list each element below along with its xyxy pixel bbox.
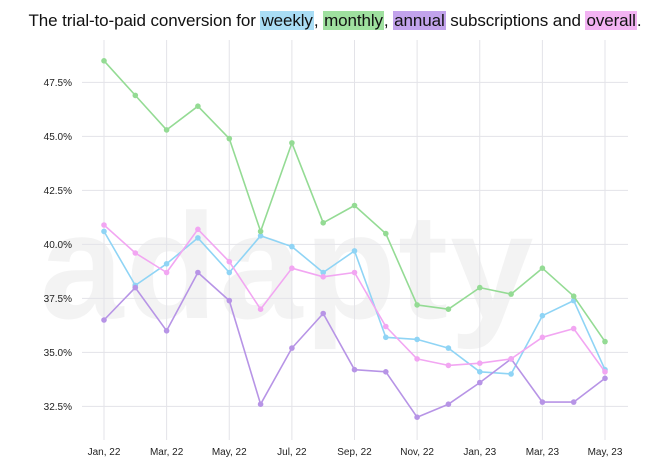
x-tick-label: Mar, 23 [526,447,560,458]
series-monthly [101,58,608,345]
overall-point [414,356,420,362]
weekly-point [226,269,233,276]
overall-point [132,250,139,256]
annual-point [101,317,107,323]
annual-point [539,399,546,405]
weekly-point [101,228,107,235]
monthly-point [195,103,201,109]
y-tick-label: 40.0% [44,240,72,251]
x-tick-label: Jul, 22 [277,447,307,458]
overall-point [602,369,608,375]
weekly-point [257,233,264,239]
title-monthly-highlight: monthly [323,11,384,30]
monthly-point [602,338,608,345]
monthly-point [132,92,139,99]
series-overall [101,222,608,375]
overall-point [351,269,358,276]
monthly-point [383,230,389,237]
overall-point [195,226,201,233]
overall-point [445,362,452,369]
annual-point [289,345,295,351]
overall-point [570,325,577,332]
overall-point [383,323,389,330]
annual-point [163,328,170,334]
y-tick-label: 42.5% [44,186,72,197]
title-sep2: , [383,11,394,30]
overall-point [508,356,514,362]
x-tick-label: Jan, 23 [463,447,496,458]
y-tick-label: 37.5% [44,294,72,305]
weekly-point [539,312,546,319]
weekly-point [289,243,295,250]
overall-point [539,334,546,341]
grid-lines [82,40,628,440]
overall-point [226,258,233,265]
monthly-point [570,293,577,300]
x-tick-label: Nov, 22 [400,447,434,458]
title-mid: subscriptions and [445,11,586,30]
x-tick-label: May, 23 [588,447,623,458]
monthly-point [257,228,264,235]
y-tick-label: 35.0% [44,348,72,359]
annual-point [602,375,608,382]
overall-point [477,360,483,367]
weekly-point [477,369,483,375]
overall-point [289,265,295,272]
y-tick-label: 47.5% [44,78,72,89]
y-axis: 32.5% 35.0% 37.5% 40.0% 42.5% 45.0% 47.5% [44,78,72,413]
monthly-point [445,306,452,313]
overall-point [320,274,327,280]
monthly-point [101,58,107,64]
weekly-point [351,248,358,254]
monthly-point [320,220,327,226]
annual-point [257,401,264,408]
x-tick-label: Mar, 22 [150,447,184,458]
annual-point [477,379,483,386]
monthly-point [163,127,170,133]
monthly-point [508,291,514,297]
monthly-point [414,302,420,308]
annual-point [414,414,420,421]
title-prefix: The trial-to-paid conversion for [28,11,261,30]
annual-point [570,399,577,405]
annual-point [226,297,233,304]
x-axis: Jan, 22 Mar, 22 May, 22 Jul, 22 Sep, 22 Nov, … [88,447,623,458]
chart-title: The trial-to-paid conversion for weekly,… [0,11,670,31]
weekly-point [445,345,452,351]
weekly-point [195,235,201,241]
title-weekly-highlight: weekly [260,11,314,30]
title-overall-highlight: overall [585,11,637,30]
overall-point [163,269,170,276]
y-tick-label: 32.5% [44,402,72,413]
x-tick-label: Sep, 22 [337,447,372,458]
monthly-point [226,135,233,142]
monthly-point [477,284,483,291]
title-sep1: , [313,11,324,30]
overall-point [257,306,264,313]
annual-point [445,401,452,408]
annual-point [383,369,389,375]
title-end: . [636,11,642,30]
weekly-point [320,269,327,276]
series-group [101,58,608,421]
monthly-point [539,265,546,272]
overall-point [101,222,107,228]
x-tick-label: May, 22 [212,447,247,458]
weekly-point [163,261,170,267]
annual-point [320,310,327,317]
annual-point [132,284,139,291]
monthly-point [351,202,358,209]
series-weekly [101,228,608,377]
title-annual-highlight: annual [393,11,446,30]
y-tick-label: 45.0% [44,132,72,143]
annual-point [351,366,358,373]
weekly-point [414,336,420,343]
annual-point [195,269,201,276]
weekly-point [508,371,514,377]
monthly-point [289,140,295,146]
x-tick-label: Jan, 22 [88,447,121,458]
weekly-point [383,334,389,341]
